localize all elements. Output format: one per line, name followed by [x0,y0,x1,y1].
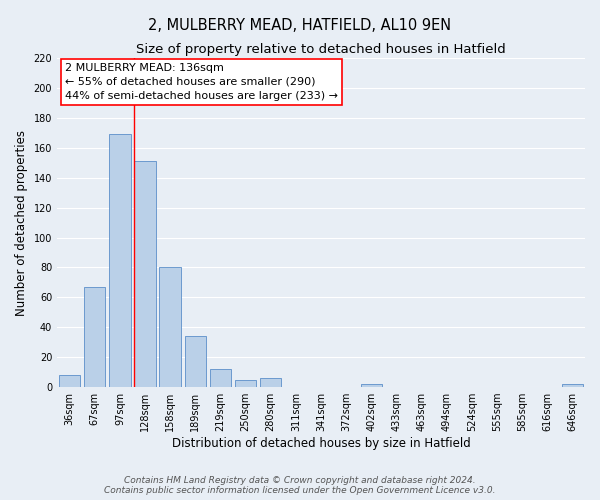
Bar [109,134,131,387]
Bar [185,336,206,387]
Text: 2 MULBERRY MEAD: 136sqm
← 55% of detached houses are smaller (290)
44% of semi-d: 2 MULBERRY MEAD: 136sqm ← 55% of detache… [65,63,338,101]
Bar [562,384,583,387]
Bar [361,384,382,387]
Text: Contains HM Land Registry data © Crown copyright and database right 2024.
Contai: Contains HM Land Registry data © Crown c… [104,476,496,495]
Bar [160,268,181,387]
X-axis label: Distribution of detached houses by size in Hatfield: Distribution of detached houses by size … [172,437,470,450]
Bar [260,378,281,387]
Text: 2, MULBERRY MEAD, HATFIELD, AL10 9EN: 2, MULBERRY MEAD, HATFIELD, AL10 9EN [148,18,452,32]
Bar [134,162,156,387]
Bar [59,375,80,387]
Bar [235,380,256,387]
Y-axis label: Number of detached properties: Number of detached properties [15,130,28,316]
Bar [210,369,231,387]
Bar [84,287,106,387]
Title: Size of property relative to detached houses in Hatfield: Size of property relative to detached ho… [136,42,506,56]
